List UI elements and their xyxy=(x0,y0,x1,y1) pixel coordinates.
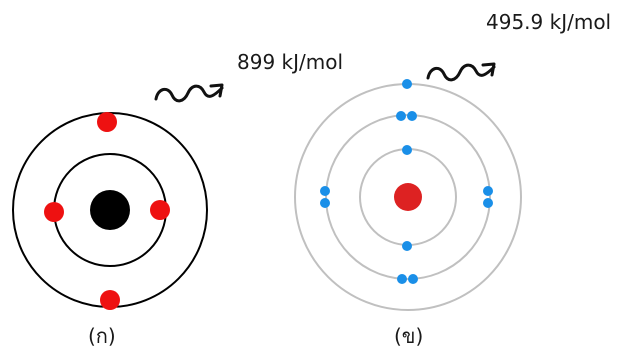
atom-b-electron-outer xyxy=(402,79,412,89)
atom-a-electron-outer-top xyxy=(97,112,117,132)
atom-b-electron xyxy=(396,111,406,121)
atom-a-emission-arrow xyxy=(154,83,224,103)
atom-b-electron xyxy=(407,111,417,121)
atom-b-energy-label: 495.9 kJ/mol xyxy=(486,10,611,34)
atom-b-electron xyxy=(320,198,330,208)
atom-b-electron xyxy=(402,241,412,251)
atom-b-electron xyxy=(402,145,412,155)
atom-b: 495.9 kJ/mol (ข) xyxy=(294,10,611,348)
atom-a-electron-outer-bottom xyxy=(100,290,120,310)
atom-a: 899 kJ/mol (ก) xyxy=(12,50,343,348)
atom-b-electron xyxy=(397,274,407,284)
atom-b-emission-arrow xyxy=(426,62,496,82)
atom-b-electron xyxy=(483,186,493,196)
atom-b-electron xyxy=(408,274,418,284)
atom-a-electron-inner-left xyxy=(44,202,64,222)
atom-a-electron-inner-right xyxy=(150,200,170,220)
atom-b-electron xyxy=(483,198,493,208)
atom-a-energy-label: 899 kJ/mol xyxy=(237,50,343,74)
atom-a-nucleus xyxy=(90,190,130,230)
atom-b-caption: (ข) xyxy=(394,324,423,348)
atom-a-caption: (ก) xyxy=(88,324,116,348)
atom-b-nucleus xyxy=(394,183,422,211)
atom-b-electron xyxy=(320,186,330,196)
